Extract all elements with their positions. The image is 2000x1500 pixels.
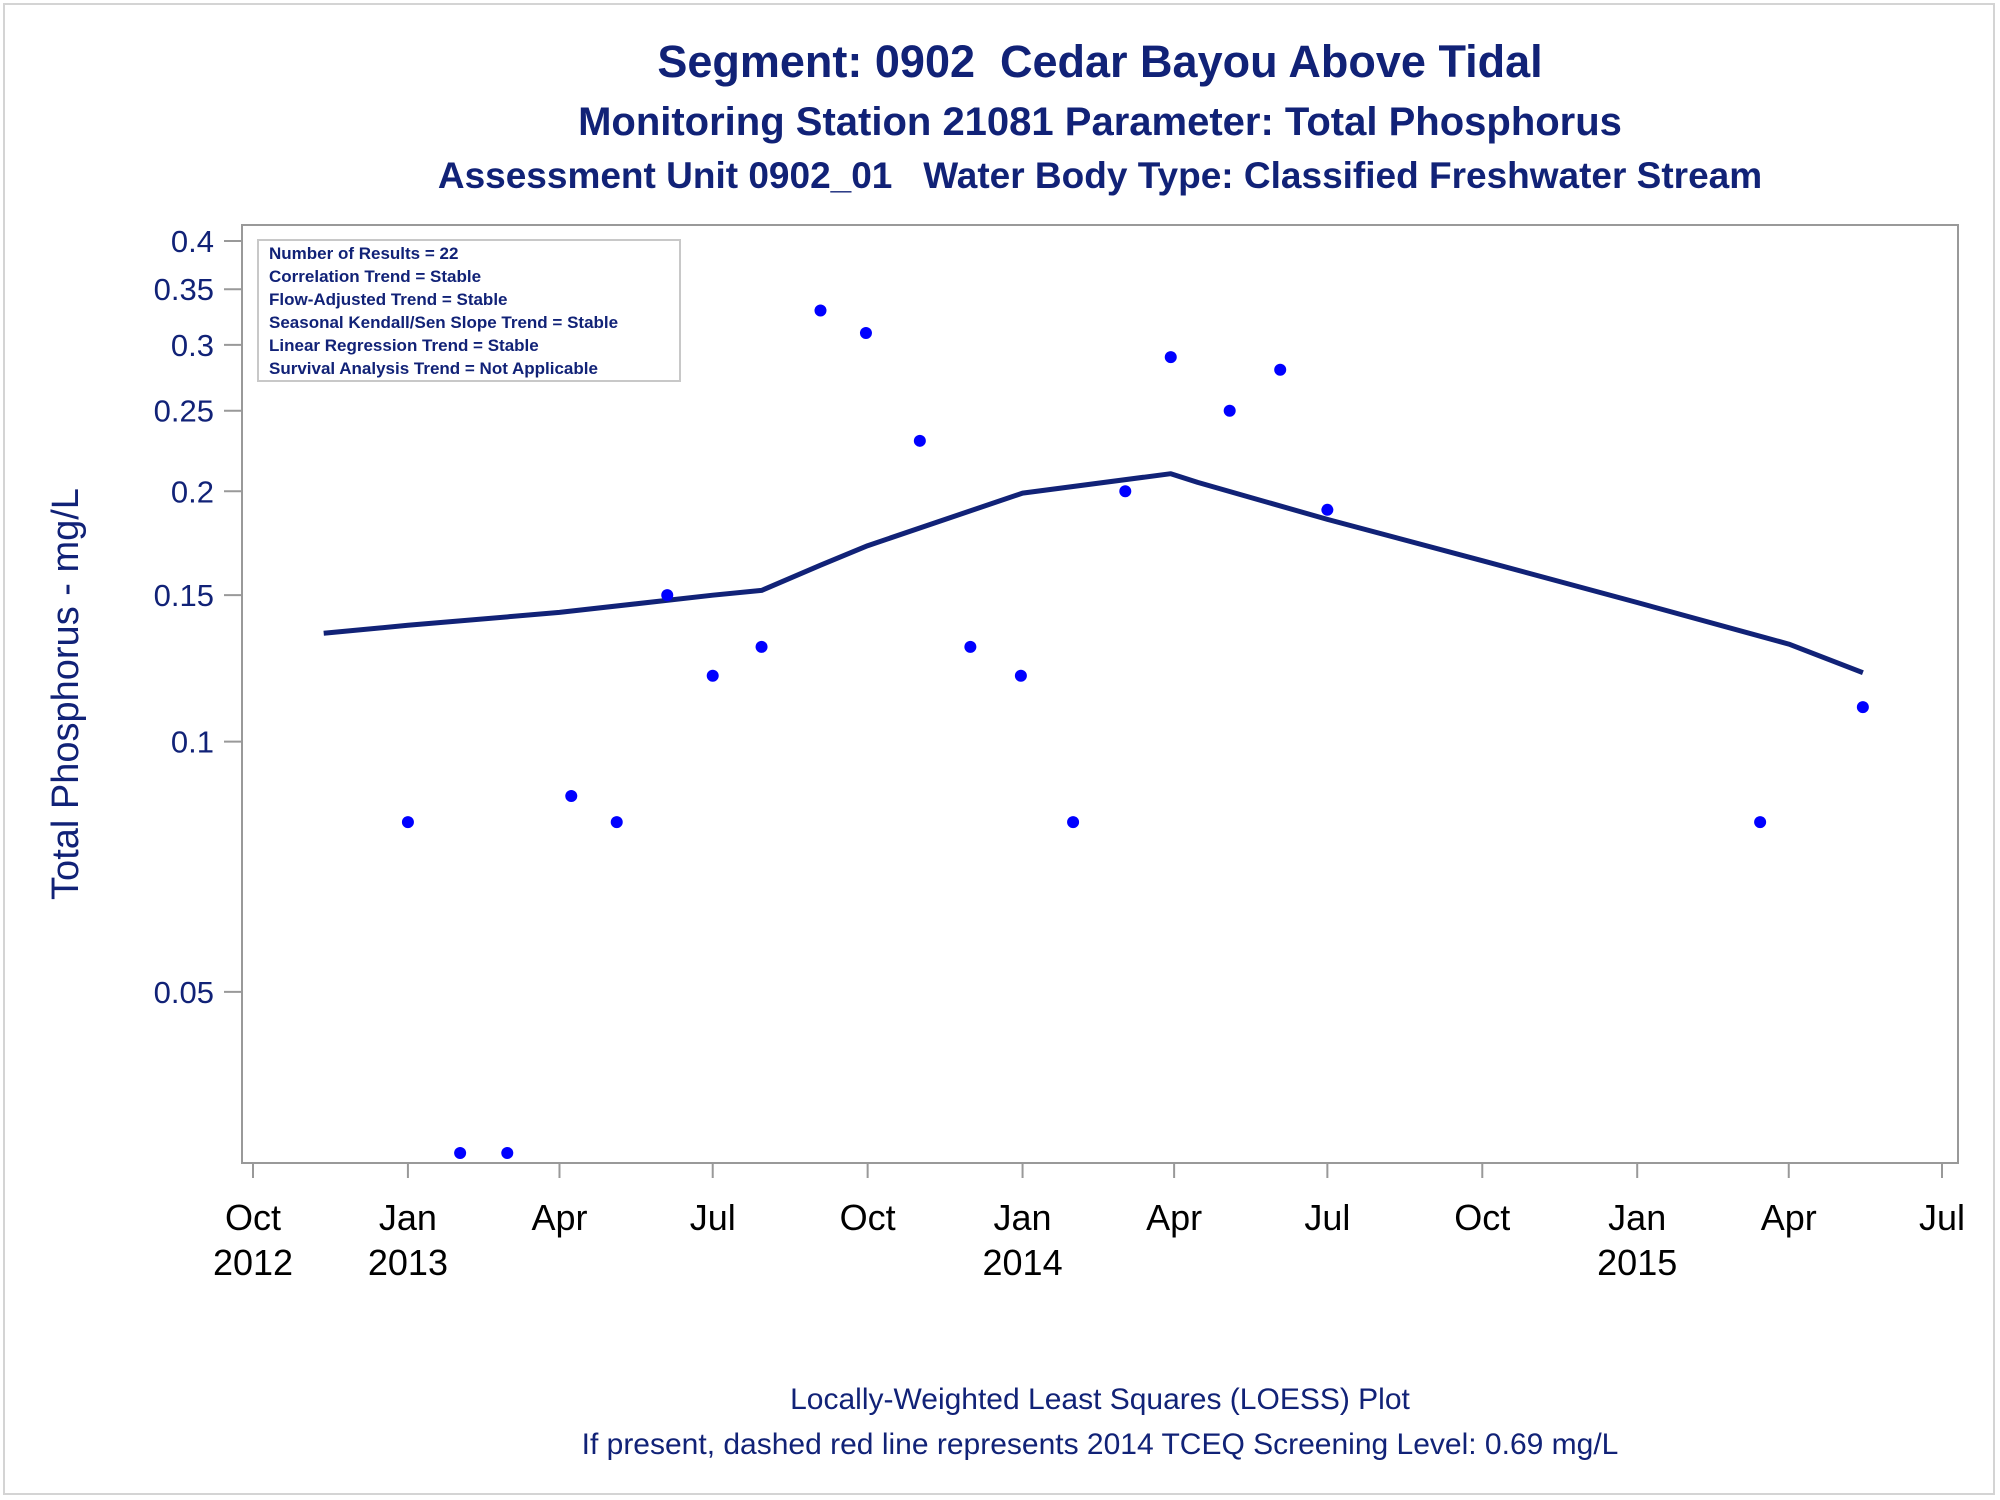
x-tick-label: Jan [379,1197,437,1238]
legend-line: Survival Analysis Trend = Not Applicable [269,359,598,378]
footnote-screening-level: If present, dashed red line represents 2… [581,1428,1619,1461]
x-tick-label: Jul [690,1197,736,1238]
data-point [1164,351,1177,364]
x-tick-year-label: 2013 [368,1242,448,1283]
x-tick-label: Jan [1608,1197,1666,1238]
y-tick-label: 0.4 [171,224,214,259]
legend-line: Number of Results = 22 [269,244,458,263]
data-point [501,1147,514,1159]
data-point [1119,485,1132,498]
x-tick-year-label: 2012 [213,1242,293,1283]
data-point [1321,503,1334,516]
x-tick-label: Jan [994,1197,1052,1238]
legend-line: Flow-Adjusted Trend = Stable [269,290,508,309]
data-point [401,816,414,829]
x-tick-label: Oct [225,1197,281,1238]
y-tick-label: 0.3 [171,328,214,363]
data-point [454,1147,467,1159]
y-axis-label: Total Phosphorus - mg/L [45,488,87,900]
data-point [706,669,719,682]
data-point [964,640,977,653]
data-point [1014,669,1027,682]
data-point [1274,363,1287,376]
y-tick-label: 0.05 [154,975,214,1010]
data-point [859,327,872,340]
x-tick-label: Jul [1919,1197,1965,1238]
legend-line: Correlation Trend = Stable [269,267,481,286]
y-tick-label: 0.35 [154,272,214,307]
x-tick-year-label: 2014 [983,1242,1063,1283]
y-tick-label: 0.15 [154,578,214,613]
data-point [913,434,926,447]
x-tick-label: Oct [840,1197,896,1238]
data-point [1223,404,1236,417]
y-tick-label: 0.1 [171,725,214,760]
chart-subtitle-assessment: Assessment Unit 0902_01 Water Body Type:… [437,155,1763,196]
stats-legend-box: Number of Results = 22 Correlation Trend … [257,239,681,382]
data-point [755,640,768,653]
legend-line: Seasonal Kendall/Sen Slope Trend = Stabl… [269,313,618,332]
x-tick-year-label: 2015 [1597,1242,1677,1283]
y-tick-label: 0.25 [154,394,214,429]
x-tick-label: Apr [1761,1197,1817,1238]
data-point [814,304,827,317]
plot-area [241,224,1959,1164]
x-tick-label: Apr [531,1197,587,1238]
y-tick-label: 0.2 [171,474,214,509]
x-tick-label: Oct [1454,1197,1510,1238]
x-tick-label: Apr [1146,1197,1202,1238]
chart-subtitle-station: Monitoring Station 21081 Parameter: Tota… [578,100,1622,144]
legend-line: Linear Regression Trend = Stable [269,336,539,355]
plot-frame [241,224,1959,1164]
chart-title: Segment: 0902 Cedar Bayou Above Tidal [657,36,1543,87]
footnote-loess: Locally-Weighted Least Squares (LOESS) P… [790,1383,1410,1416]
data-point [1856,701,1869,714]
data-point [1067,816,1080,829]
legend-box-frame [257,239,681,382]
data-point [610,816,623,829]
loess-line [323,471,1864,676]
data-point [1754,816,1767,829]
data-point [661,589,674,602]
data-point [565,790,578,803]
y-axis: 0.4 0.35 0.3 0.25 0.2 0.15 0.1 0.05 [154,224,242,1010]
x-tick-label: Jul [1304,1197,1350,1238]
